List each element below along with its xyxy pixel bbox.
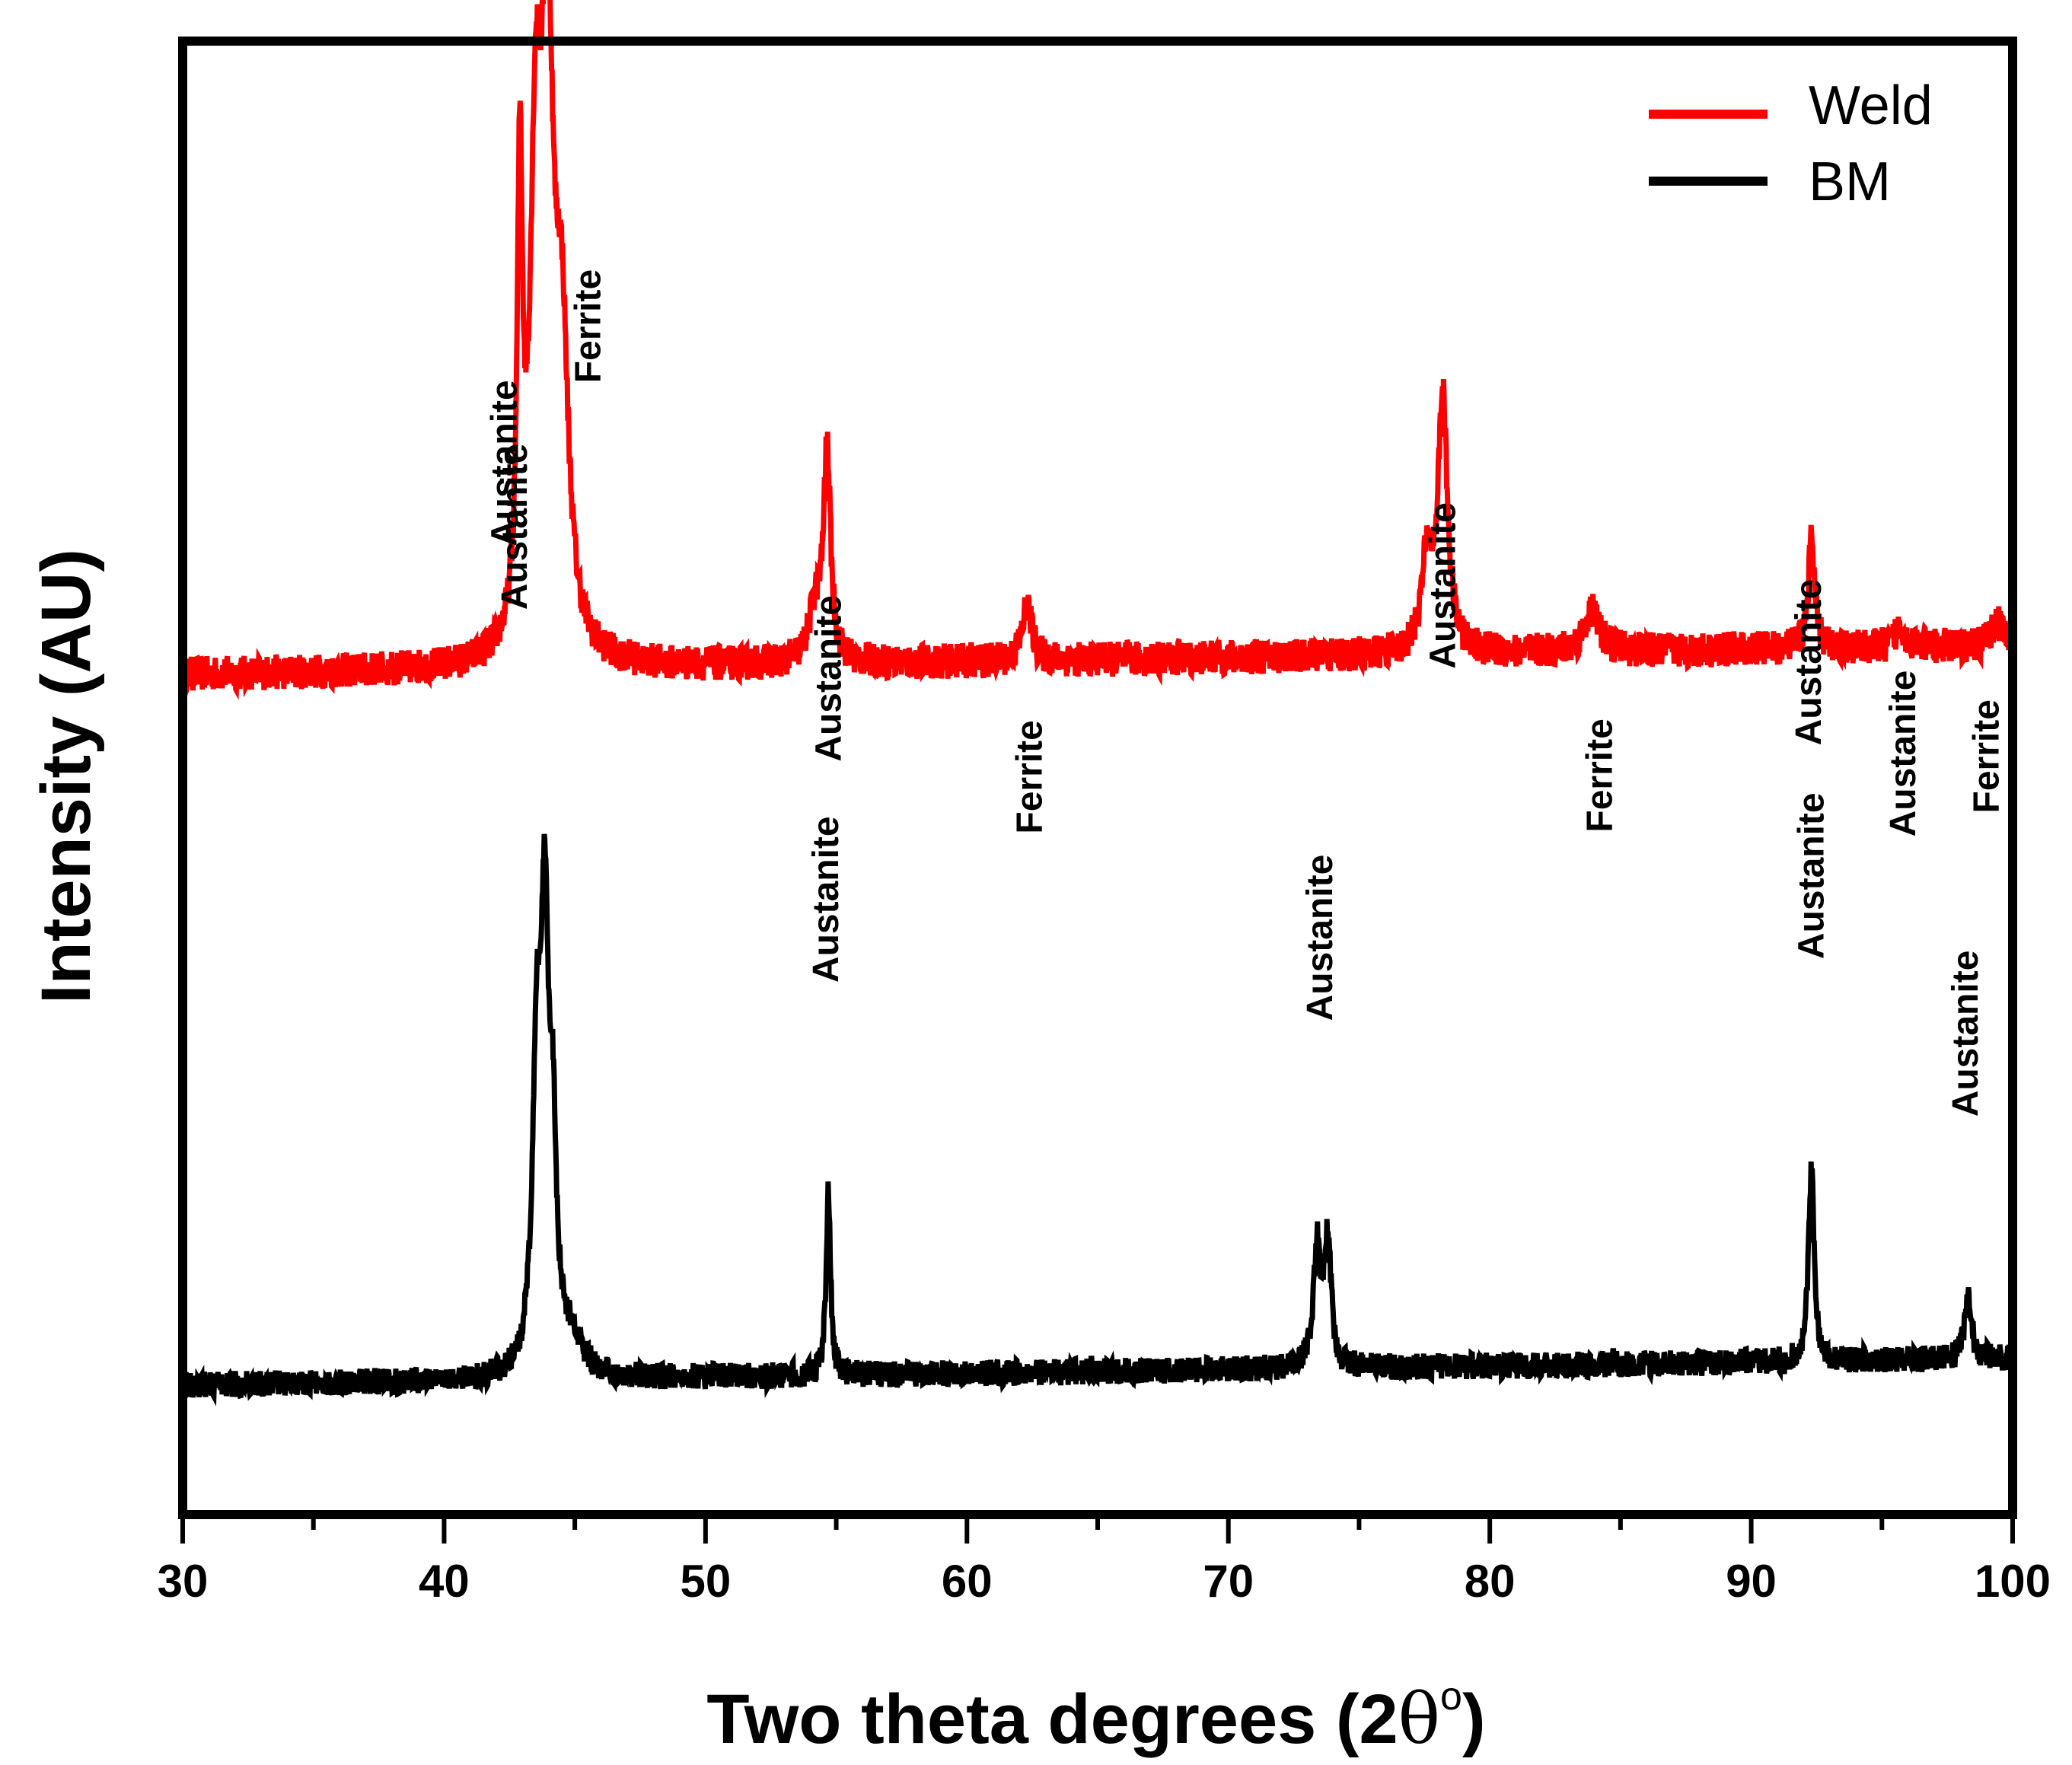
series-line-weld: [181, 0, 2015, 700]
peak-label-austanite: Austanite: [1946, 951, 1986, 1117]
peak-label-ferrite: Ferrite: [568, 269, 608, 383]
peak-label-austanite: Austanite: [808, 595, 849, 762]
x-tick-label: 40: [419, 1556, 470, 1607]
peak-label-ferrite: Ferrite: [1967, 699, 2007, 813]
series-layer: [181, 0, 2015, 1407]
legend-label-weld: Weld: [1809, 75, 1933, 136]
y-axis-title: Intensity (AU): [27, 549, 105, 1004]
peak-label-austanite: Austanite: [1300, 855, 1340, 1021]
peak-label-austanite: Austanite: [1789, 579, 1829, 746]
peak-label-austanite: Austanite: [1883, 671, 1924, 837]
peak-label-austanite: Austanite: [484, 380, 524, 546]
peak-label-ferrite: Ferrite: [1010, 720, 1050, 833]
legend-label-bm: BM: [1809, 151, 1891, 212]
x-tick-label: 80: [1465, 1556, 1516, 1607]
peak-label-austanite: Austanite: [1423, 502, 1463, 669]
x-axis-title-main: Two theta degrees (2: [706, 1681, 1398, 1758]
peak-label-austanite: Austanite: [1792, 792, 1832, 959]
legend-item-weld[interactable]: Weld: [1649, 75, 1933, 136]
x-tick-label: 100: [1975, 1556, 2051, 1607]
series-line-bm: [181, 833, 2015, 1407]
peak-annotations: Austanite Ferrite Austanite Ferrite Austanit…: [484, 269, 2007, 1117]
peak-label-ferrite: Ferrite: [1580, 718, 1620, 832]
legend-item-bm[interactable]: BM: [1649, 151, 1891, 212]
x-axis-title: Two theta degrees (2θo): [706, 1674, 1485, 1760]
x-axis-tick-labels: 30 40 50 60 70 80 90 100: [158, 1556, 2051, 1607]
x-tick-label: 70: [1203, 1556, 1254, 1607]
x-tick-label: 90: [1726, 1556, 1777, 1607]
x-axis-title-close: ): [1462, 1681, 1486, 1758]
x-axis-ticks: [180, 1515, 2015, 1544]
peak-label-austanite: Austanite: [806, 816, 846, 983]
legend: Weld BM: [1649, 75, 1933, 212]
peak-label-austanite: Austanite: [495, 444, 535, 610]
x-axis-title-theta: θ: [1398, 1678, 1440, 1760]
x-tick-label: 60: [942, 1556, 993, 1607]
x-tick-label: 50: [680, 1556, 731, 1607]
x-tick-label: 30: [158, 1556, 209, 1607]
x-axis-title-degree: o: [1440, 1674, 1462, 1719]
